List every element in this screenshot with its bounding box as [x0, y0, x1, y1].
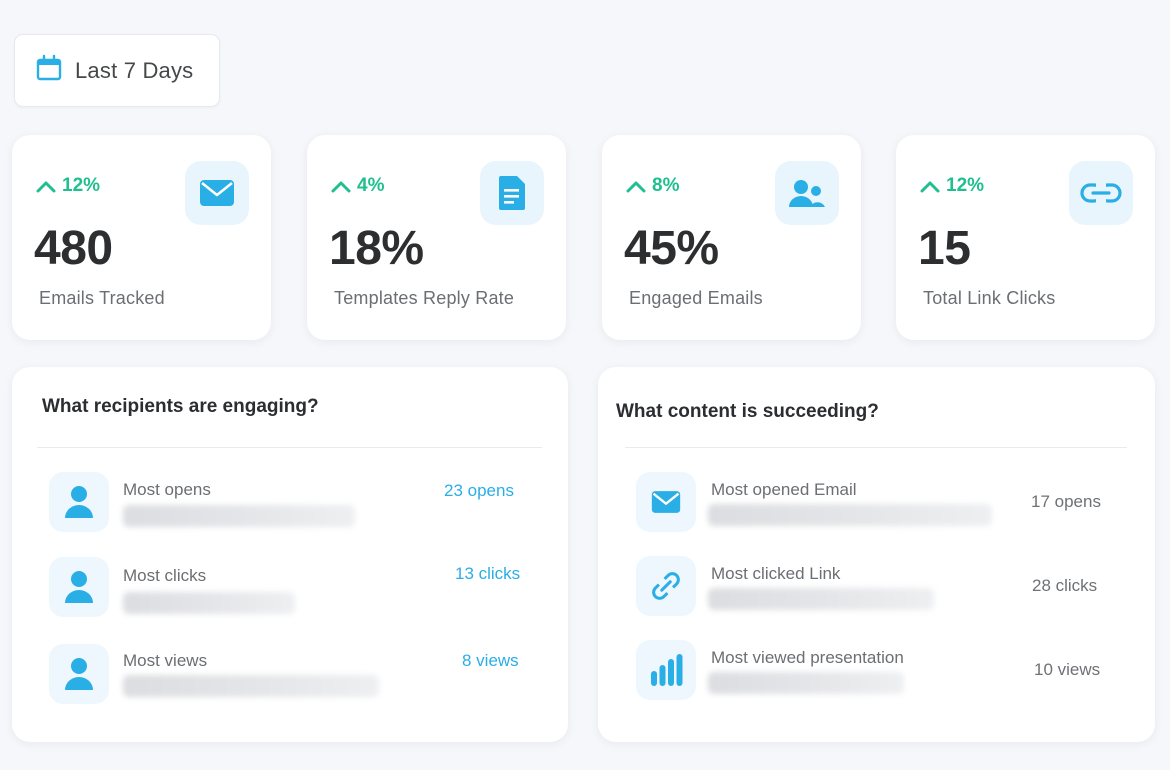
document-icon: [480, 161, 544, 225]
stat-caption: Emails Tracked: [39, 288, 165, 308]
stat-value: 18%: [329, 222, 424, 275]
stat-card-engaged-emails[interactable]: 8% 45% Engaged Emails: [602, 135, 861, 340]
row-value: 23 opens: [444, 481, 514, 500]
envelope-icon: [185, 161, 249, 225]
arrow-up-icon: [920, 181, 940, 193]
row-value: 28 clicks: [1032, 576, 1098, 595]
date-range-label: Last 7 Days: [75, 57, 194, 83]
row-value: 13 clicks: [455, 564, 521, 583]
row-value: 10 views: [1034, 660, 1101, 679]
stat-caption: Engaged Emails: [629, 288, 763, 308]
redacted-text: [123, 592, 295, 614]
list-item[interactable]: Most opened Email 17 opens: [636, 472, 1136, 532]
trend-indicator: 8%: [626, 175, 679, 197]
divider: [37, 447, 542, 448]
user-icon: [49, 557, 109, 617]
divider: [625, 447, 1127, 448]
arrow-up-icon: [626, 181, 646, 193]
user-icon: [49, 644, 109, 704]
trend-indicator: 12%: [920, 175, 984, 197]
redacted-text: [123, 505, 355, 527]
list-item[interactable]: Most views 8 views: [49, 644, 549, 704]
row-label: Most views: [123, 651, 208, 670]
trend-indicator: 4%: [331, 175, 384, 197]
link-icon: [1069, 161, 1133, 225]
panel-title: What content is succeeding?: [616, 401, 879, 422]
stat-caption: Total Link Clicks: [923, 288, 1056, 308]
arrow-up-icon: [331, 181, 351, 193]
list-item[interactable]: Most clicks 13 clicks: [49, 557, 549, 617]
row-value: 17 opens: [1031, 492, 1101, 511]
redacted-text: [123, 675, 379, 697]
redacted-text: [708, 672, 904, 694]
stat-value: 45%: [624, 222, 719, 275]
calendar-icon: [35, 54, 63, 87]
row-label: Most opened Email: [711, 480, 857, 499]
envelope-icon: [636, 472, 696, 532]
stat-value: 480: [34, 222, 113, 275]
stat-card-templates-reply-rate[interactable]: 4% 18% Templates Reply Rate: [307, 135, 566, 340]
recipients-panel: What recipients are engaging? Most opens…: [12, 367, 568, 742]
user-icon: [49, 472, 109, 532]
redacted-text: [708, 588, 934, 610]
bar-chart-icon: [636, 640, 696, 700]
panel-title: What recipients are engaging?: [42, 396, 319, 417]
row-label: Most viewed presentation: [711, 648, 904, 667]
redacted-text: [708, 504, 992, 526]
row-label: Most clicked Link: [711, 564, 841, 583]
row-value: 8 views: [462, 651, 519, 670]
list-item[interactable]: Most opens 23 opens: [49, 472, 549, 532]
row-label: Most clicks: [123, 566, 207, 585]
stat-value: 15: [918, 222, 971, 275]
list-item[interactable]: Most clicked Link 28 clicks: [636, 556, 1136, 616]
content-panel: What content is succeeding? Most opened …: [598, 367, 1155, 742]
users-icon: [775, 161, 839, 225]
link-icon: [636, 556, 696, 616]
arrow-up-icon: [36, 181, 56, 193]
list-item[interactable]: Most viewed presentation 10 views: [636, 640, 1136, 700]
stat-card-emails-tracked[interactable]: 12% 480 Emails Tracked: [12, 135, 271, 340]
row-label: Most opens: [123, 480, 211, 499]
date-range-button[interactable]: Last 7 Days: [14, 34, 220, 107]
stat-caption: Templates Reply Rate: [334, 288, 515, 308]
trend-indicator: 12%: [36, 175, 100, 197]
stat-card-total-link-clicks[interactable]: 12% 15 Total Link Clicks: [896, 135, 1155, 340]
